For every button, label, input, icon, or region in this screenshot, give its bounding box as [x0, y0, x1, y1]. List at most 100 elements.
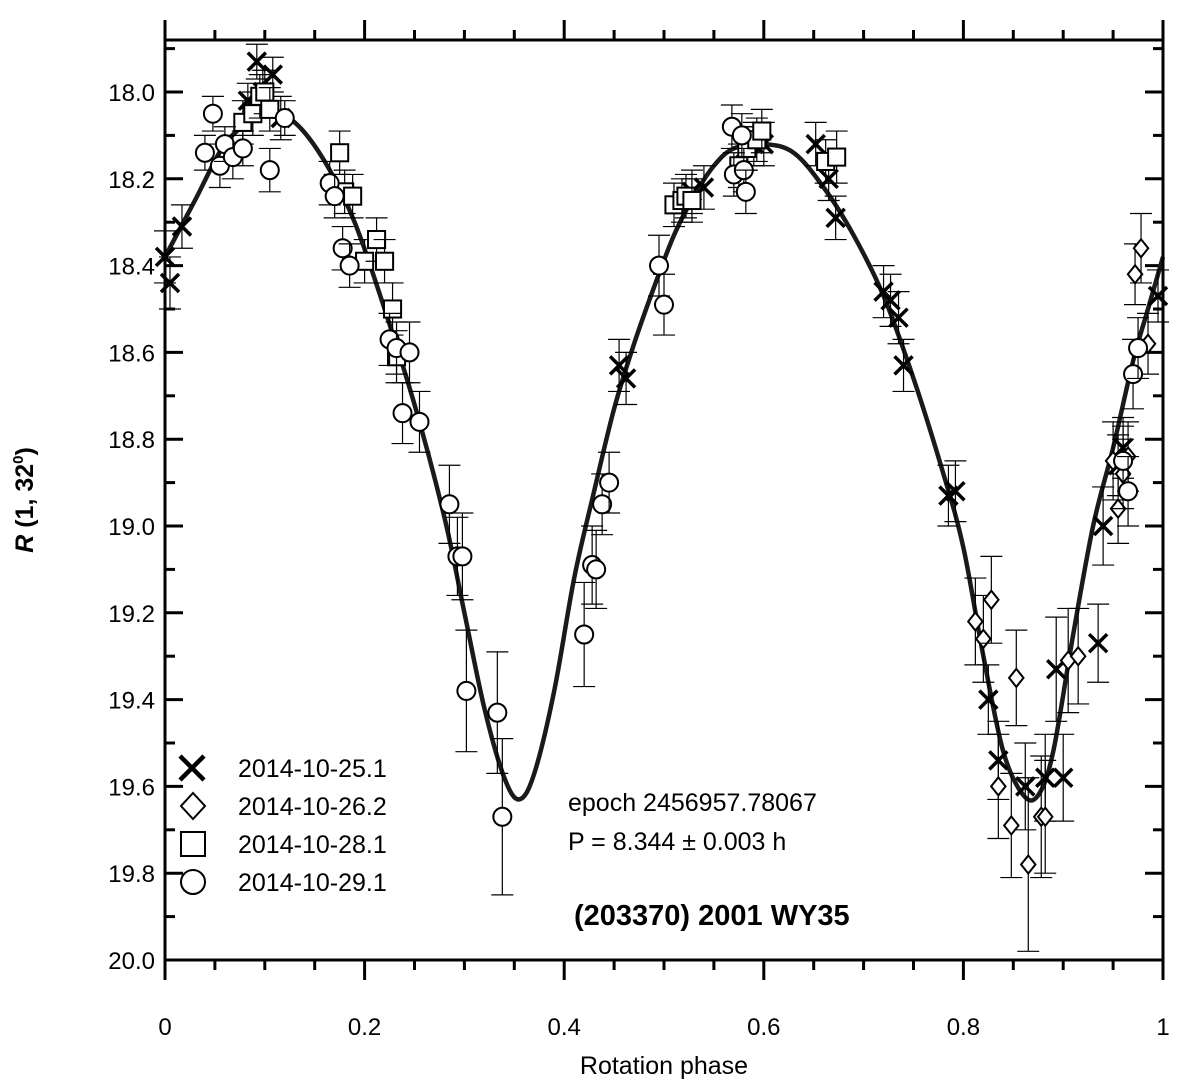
- data-point-cross: [246, 51, 268, 72]
- legend-label: 2014-10-26.2: [238, 793, 387, 821]
- data-point-circle: [649, 255, 670, 276]
- data-point-square: [752, 121, 772, 141]
- data-point-circle: [259, 160, 280, 181]
- data-point-diamond: [1036, 806, 1054, 828]
- data-point-circle: [232, 138, 253, 159]
- data-point-square: [827, 147, 847, 167]
- data-point-circle: [599, 472, 620, 493]
- data-point-cross: [945, 481, 966, 502]
- y-axis-title-end: ): [11, 447, 39, 455]
- data-point-diamond: [1002, 814, 1020, 837]
- legend-item: 2014-10-29.1: [180, 869, 387, 897]
- data-point-circle: [392, 403, 413, 424]
- data-point-cross: [1087, 632, 1109, 654]
- data-point-circle: [339, 255, 360, 276]
- data-point-diamond: [1132, 237, 1150, 259]
- data-point-circle: [274, 108, 295, 129]
- data-point-diamond: [1069, 645, 1087, 667]
- data-point-square: [382, 299, 403, 319]
- y-axis-title-rest: (1, 32: [11, 464, 39, 535]
- y-tick-label: 18.8: [108, 427, 155, 454]
- y-axis-title-main: R: [11, 535, 39, 553]
- x-tick-label: 0.6: [747, 1014, 780, 1041]
- legend-item: 2014-10-26.2: [179, 791, 387, 821]
- x-tick-label: 0: [158, 1014, 171, 1041]
- data-point-circle: [452, 546, 473, 567]
- data-point-diamond: [966, 610, 984, 633]
- y-tick-label: 19.0: [108, 514, 155, 541]
- data-point-cross: [825, 207, 846, 229]
- data-point-square: [260, 99, 280, 119]
- data-point-cross: [888, 307, 909, 328]
- data-point-square: [375, 251, 395, 271]
- data-point-circle: [1123, 364, 1144, 385]
- data-point-cross: [880, 290, 901, 311]
- data-point-cross: [171, 216, 193, 237]
- data-point-circle: [492, 806, 513, 827]
- legend-label: 2014-10-29.1: [238, 869, 387, 897]
- data-point-circle: [332, 238, 353, 259]
- legend-marker-square: [180, 831, 206, 857]
- data-point-cross: [1015, 776, 1036, 797]
- data-point-circle: [324, 186, 345, 207]
- data-point-square: [330, 143, 350, 163]
- data-point-circle: [409, 411, 430, 432]
- data-point-circle: [487, 702, 508, 723]
- plot-frame: [163, 38, 1165, 962]
- y-tick-label: 18.2: [108, 167, 155, 194]
- fit-curve-layer: [163, 111, 1166, 803]
- data-point-circle: [735, 181, 756, 202]
- data-point-circle: [1128, 338, 1149, 359]
- data-point-diamond: [1019, 853, 1037, 876]
- data-point-diamond: [1007, 667, 1025, 689]
- x-tick-label: 0.8: [947, 1014, 980, 1041]
- data-point-circle: [592, 494, 613, 515]
- y-tick-label: 18.0: [108, 80, 155, 107]
- data-point-cross: [615, 368, 637, 389]
- data-point-square: [255, 82, 275, 102]
- data-point-cross: [608, 355, 630, 376]
- data-point-circle: [399, 342, 420, 363]
- data-point-circle: [456, 680, 477, 701]
- data-point-circle: [1113, 450, 1134, 471]
- y-axis-title-sup: 0: [10, 456, 27, 464]
- x-axis-title: Rotation phase: [580, 1052, 748, 1080]
- chart-title: (203370) 2001 WY35: [574, 900, 850, 932]
- data-point-circle: [202, 103, 223, 124]
- data-point-diamond: [982, 589, 1000, 611]
- data-point-circle: [731, 125, 752, 146]
- data-series-layer: [154, 43, 1170, 952]
- legend-item: 2014-10-25.1: [178, 754, 387, 783]
- fit-curve: [163, 111, 1166, 803]
- data-point-circle: [654, 294, 674, 315]
- data-point-circle: [586, 559, 607, 580]
- x-tick-label: 0.2: [348, 1014, 381, 1041]
- data-point-circle: [574, 624, 595, 645]
- legend-label: 2014-10-28.1: [238, 831, 387, 859]
- y-tick-label: 19.6: [108, 774, 155, 801]
- period-annotation: P = 8.344 ± 0.003 h: [568, 828, 786, 856]
- data-point-circle: [439, 494, 460, 515]
- legend-label: 2014-10-25.1: [238, 755, 387, 783]
- series-circle: [193, 95, 1150, 896]
- data-point-circle: [1118, 481, 1139, 502]
- x-tick-label: 1: [1156, 1014, 1169, 1041]
- data-point-cross: [818, 168, 839, 190]
- axis-ticks: [163, 20, 1165, 980]
- data-point-cross: [262, 64, 284, 85]
- data-point-square: [343, 186, 363, 206]
- data-point-square: [682, 190, 702, 211]
- y-tick-label: 18.4: [108, 254, 155, 281]
- y-tick-label: 19.8: [108, 861, 155, 888]
- y-axis-title: R (1, 320): [10, 447, 39, 553]
- data-point-cross: [805, 133, 826, 155]
- y-tick-label: 18.6: [108, 340, 155, 367]
- y-tick-label: 19.2: [108, 601, 155, 628]
- epoch-annotation: epoch 2456957.78067: [568, 789, 817, 817]
- data-point-cross: [1052, 767, 1074, 788]
- legend-marker-diamond: [179, 791, 207, 821]
- legend-marker-cross: [178, 754, 206, 782]
- data-point-cross: [978, 689, 999, 710]
- x-tick-label: 0.4: [548, 1014, 581, 1041]
